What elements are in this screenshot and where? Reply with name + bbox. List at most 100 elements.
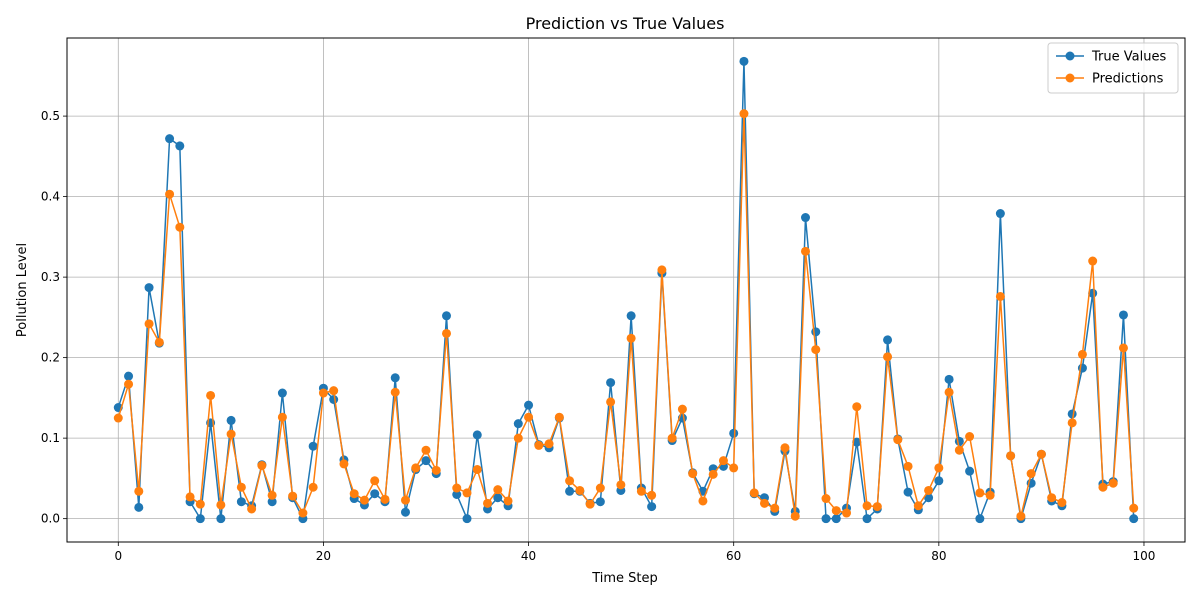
data-point-true-values [236,497,246,507]
data-point-predictions [924,485,934,495]
data-point-predictions [862,501,872,511]
data-point-predictions [257,461,267,471]
data-point-predictions [606,397,616,407]
data-point-predictions [616,480,626,490]
data-point-true-values [144,283,154,293]
data-point-predictions [524,412,534,422]
data-point-true-values [811,327,821,337]
data-point-predictions [985,490,995,500]
y-tick-label: 0.2 [41,351,60,365]
data-point-predictions [626,333,636,343]
data-point-true-values [944,374,954,384]
series-true-values [113,56,1139,524]
data-point-true-values [134,502,144,512]
data-point-true-values [965,466,975,476]
data-point-predictions [154,337,164,347]
data-point-predictions [349,489,359,499]
data-point-predictions [636,486,646,496]
data-point-predictions [965,432,975,442]
y-tick-label: 0.0 [41,512,60,526]
legend-label-predictions: Predictions [1092,72,1164,87]
data-point-predictions [718,456,728,466]
legend-marker-predictions [1065,73,1075,83]
data-point-true-values [277,388,287,398]
data-point-true-values [934,476,944,486]
data-point-predictions [442,328,452,338]
data-point-predictions [534,440,544,450]
data-point-predictions [554,412,564,422]
data-point-true-values [524,400,534,410]
data-point-true-values [831,514,841,524]
data-point-true-values [442,311,452,321]
data-point-predictions [565,476,575,486]
data-point-true-values [647,502,657,512]
y-tick-label: 0.3 [41,270,60,284]
data-point-predictions [431,465,441,475]
data-point-true-values [975,514,985,524]
data-point-true-values [472,430,482,440]
data-point-predictions [995,291,1005,301]
data-point-predictions [380,494,390,504]
data-point-predictions [513,433,523,443]
data-point-predictions [1118,343,1128,353]
data-point-predictions [134,486,144,496]
data-point-true-values [565,486,575,496]
data-point-predictions [1057,498,1067,508]
data-point-predictions [400,495,410,505]
data-point-predictions [749,488,759,498]
data-point-true-values [1067,409,1077,419]
data-point-predictions [708,469,718,479]
data-point-predictions [575,485,585,495]
data-point-true-values [267,497,277,507]
data-point-predictions [165,189,175,199]
data-point-predictions [934,463,944,473]
data-point-predictions [770,503,780,513]
data-point-true-values [852,437,862,447]
x-tick-label: 40 [521,549,536,563]
data-point-true-values [195,514,205,524]
data-point-predictions [1088,256,1098,266]
data-point-predictions [759,498,769,508]
tick-layer: 0 20 40 60 80 100 0.0 0.1 0.2 0.3 0.4 0.5 [41,109,1156,563]
data-point-predictions [175,222,185,232]
data-point-predictions [657,265,667,275]
data-point-predictions [944,387,954,397]
data-point-predictions [390,387,400,397]
data-point-true-values [739,56,749,66]
data-point-true-values [452,489,462,499]
data-point-true-values [308,441,318,451]
data-point-predictions [872,502,882,512]
data-point-true-values [626,311,636,321]
data-point-true-values [606,378,616,388]
data-point-true-values [595,497,605,507]
data-point-predictions [1108,478,1118,488]
legend-label-true-values: True Values [1091,50,1166,65]
data-point-predictions [226,429,236,439]
data-point-true-values [513,419,523,429]
data-point-predictions [893,435,903,445]
x-tick-label: 60 [726,549,741,563]
data-point-predictions [216,500,226,510]
data-point-predictions [298,508,308,518]
x-tick-label: 80 [931,549,946,563]
data-point-predictions [852,402,862,412]
data-point-predictions [503,496,513,506]
x-axis-label: Time Step [591,571,658,586]
plot-frame [66,37,1186,543]
grid-layer [67,38,1185,542]
data-point-predictions [452,483,462,493]
series-predictions [113,109,1139,521]
data-point-predictions [595,483,605,493]
data-point-true-values [903,487,913,497]
data-point-predictions [800,246,810,256]
data-point-predictions [975,488,985,498]
series-line-predictions [117,112,1135,517]
data-point-predictions [329,386,339,396]
data-point-predictions [1067,418,1077,428]
data-point-predictions [1036,449,1046,459]
data-point-predictions [883,352,893,362]
chart-title: Prediction vs True Values [526,14,725,33]
x-tick-label: 0 [114,549,122,563]
data-point-true-values [165,134,175,144]
